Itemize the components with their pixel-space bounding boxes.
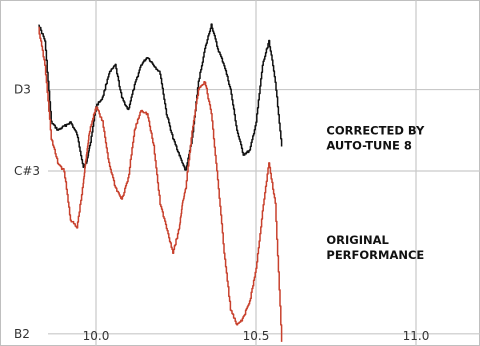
- x-tick-label-2: 11.0: [403, 329, 430, 343]
- series-line-corrected: [38, 23, 283, 171]
- grid-lines: [48, 0, 480, 346]
- series-line-original: [38, 26, 283, 342]
- annotation-corrected-line-0: CORRECTED BY: [326, 123, 425, 137]
- x-tick-label-0: 10.0: [83, 329, 110, 343]
- annotation-original-line-1: PERFORMANCE: [326, 248, 424, 262]
- annotation-original-line-0: ORIGINAL: [326, 233, 389, 247]
- x-tick-label-1: 10.5: [243, 329, 270, 343]
- y-tick-label-2: D3: [14, 83, 31, 97]
- series-lines: [38, 23, 283, 342]
- tick-labels: 10.0 10.5 11.0 B2 C#3 D3: [14, 83, 429, 343]
- annotation-corrected-line-1: AUTO-TUNE 8: [326, 138, 411, 152]
- y-tick-label-0: B2: [14, 327, 30, 341]
- y-tick-label-1: C#3: [14, 164, 40, 178]
